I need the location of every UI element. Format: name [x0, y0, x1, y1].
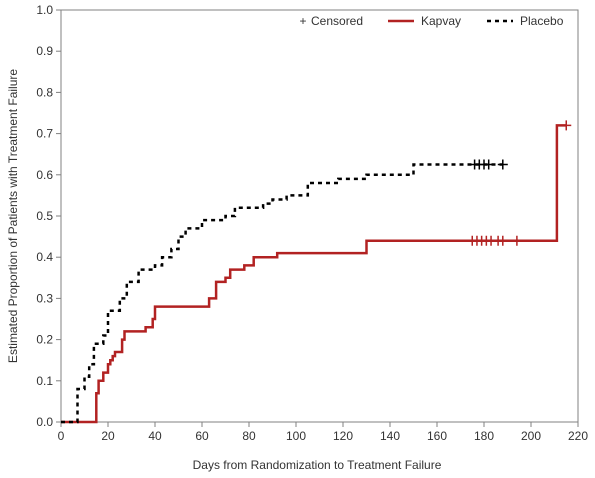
y-tick-label: 0.6: [36, 168, 53, 182]
x-tick-label: 200: [521, 429, 541, 443]
censor-mark-kapvay: [511, 235, 522, 246]
x-tick-label: 140: [380, 429, 400, 443]
x-tick-label: 220: [568, 429, 588, 443]
series-line-placebo: [61, 163, 503, 424]
x-tick-label: 0: [58, 429, 65, 443]
series-line-kapvay: [61, 124, 567, 424]
y-axis-title: Estimated Proportion of Patients with Tr…: [6, 69, 20, 363]
censor-mark-placebo: [483, 159, 494, 170]
x-tick-label: 20: [101, 429, 115, 443]
y-tick-label: 0.0: [36, 415, 53, 429]
x-tick-label: 120: [333, 429, 353, 443]
y-tick-label: 0.3: [36, 291, 53, 305]
censor-mark-placebo: [497, 159, 508, 170]
legend-placebo-label: Placebo: [520, 14, 564, 28]
x-tick-label: 60: [195, 429, 209, 443]
y-tick-label: 0.4: [36, 250, 53, 264]
legend-kapvay-label: Kapvay: [421, 14, 461, 28]
legend-censored-label: Censored: [311, 14, 363, 28]
x-tick-label: 40: [148, 429, 162, 443]
y-tick-label: 0.8: [36, 85, 53, 99]
x-tick-label: 80: [242, 429, 256, 443]
legend: + Censored Kapvay Placebo: [299, 14, 563, 28]
y-tick-label: 0.2: [36, 333, 53, 347]
y-tick-label: 1.0: [36, 3, 53, 17]
y-tick-label: 0.7: [36, 127, 53, 141]
y-tick-label: 0.9: [36, 44, 53, 58]
y-tick-label: 0.1: [36, 374, 53, 388]
censor-layer: [467, 120, 572, 246]
x-tick-label: 100: [286, 429, 306, 443]
x-tick-label: 180: [474, 429, 494, 443]
censor-mark-kapvay: [497, 235, 508, 246]
censor-mark-kapvay: [561, 120, 572, 131]
y-tick-label: 0.5: [36, 209, 53, 223]
legend-censored-marker: +: [299, 14, 306, 28]
axes: 0 20 40 60 80 100 120 140 160 180 200 220 0.0 0.1 0.2 0…: [36, 3, 588, 443]
x-tick-label: 160: [427, 429, 447, 443]
series-layer: [61, 124, 567, 424]
x-axis-title: Days from Randomization to Treatment Fai…: [193, 458, 442, 472]
